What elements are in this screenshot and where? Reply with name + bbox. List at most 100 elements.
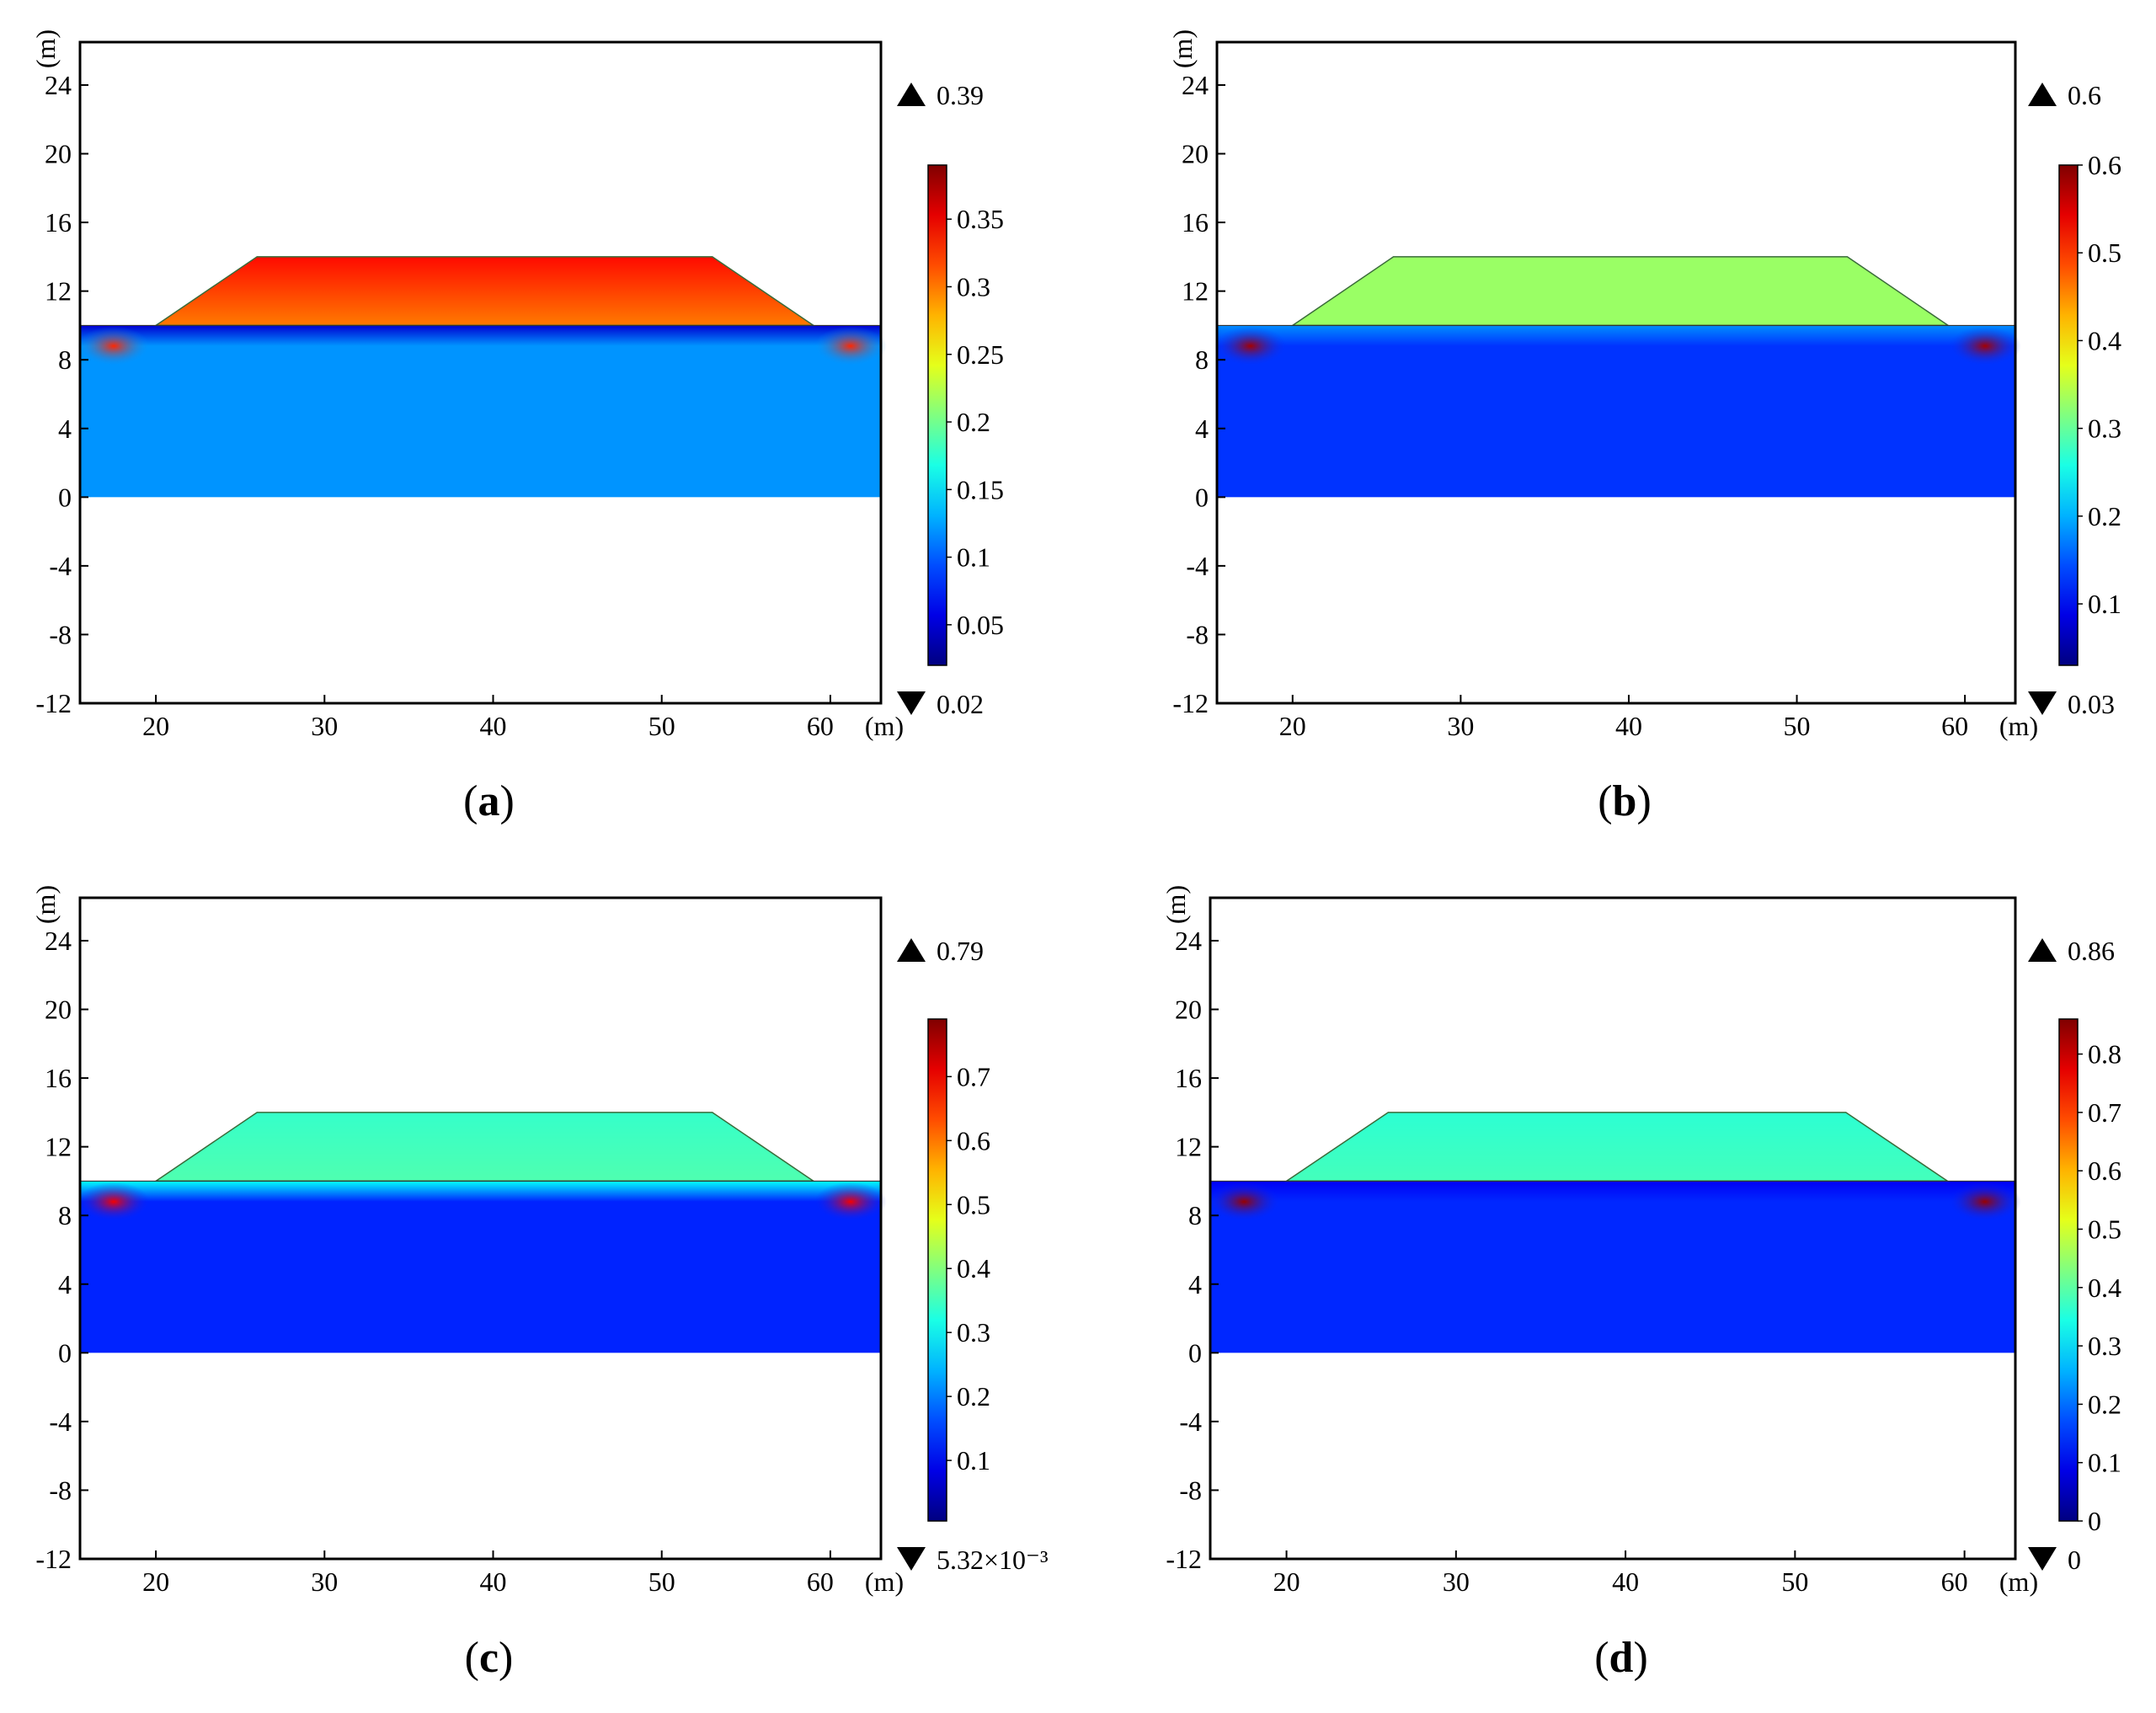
y-tick-label: 16: [1175, 1063, 1202, 1093]
min-marker-icon: [2028, 1547, 2057, 1571]
colorbar-tick-label: 0.4: [957, 1253, 990, 1283]
x-tick-label: 30: [311, 1566, 338, 1597]
caption-letter: b: [1613, 777, 1637, 825]
colorbar-tick-label: 0.1: [2088, 589, 2121, 619]
x-tick-label: 50: [1784, 711, 1811, 741]
y-tick-label: -12: [1166, 1544, 1202, 1574]
x-tick-label: 60: [807, 1566, 834, 1597]
colorbar-tick-label: 0.35: [957, 204, 1004, 234]
colorbar-tick-label: 0.2: [2088, 501, 2121, 531]
colorbar-tick-label: 0.5: [2088, 237, 2121, 268]
x-tick-label: 20: [1279, 711, 1306, 741]
y-tick-label: -8: [1186, 619, 1209, 649]
x-tick-label: 30: [311, 711, 338, 741]
caption-paren: (: [463, 777, 478, 825]
y-tick-label: -12: [35, 688, 72, 718]
x-unit-label: (m): [1999, 711, 2038, 741]
right-toe-hotspot: [1949, 326, 2021, 366]
y-tick-label: 16: [1182, 207, 1209, 237]
plot-frame: [1215, 40, 2017, 705]
caption-paren: (: [1594, 1634, 1609, 1682]
y-tick-label: 8: [58, 1200, 72, 1230]
max-marker-icon: [2028, 938, 2057, 962]
panel-caption: (b): [1598, 777, 1652, 825]
embankment-region: [153, 256, 816, 327]
x-tick-label: 50: [648, 711, 675, 741]
y-tick-label: -4: [1186, 551, 1209, 581]
max-value-label: 0.86: [2068, 936, 2115, 966]
colorbar-tick-label: 0.6: [2088, 1155, 2121, 1186]
max-marker-icon: [897, 83, 926, 106]
y-tick-label: -8: [49, 1475, 72, 1505]
x-tick-label: 20: [142, 711, 169, 741]
left-toe-hotspot: [1208, 1182, 1281, 1222]
y-tick-label: 20: [45, 995, 72, 1025]
y-tick-label: 16: [45, 1063, 72, 1093]
colorbar-tick-label: 0.3: [957, 271, 990, 302]
y-tick-label: 24: [45, 70, 72, 100]
plot-frame: [1209, 896, 2017, 1561]
y-tick-label: 24: [45, 926, 72, 956]
panel-caption: (d): [1594, 1634, 1648, 1682]
colorbar-tick-label: 0.1: [957, 542, 990, 573]
colorbar-tick-label: 0.3: [2088, 1331, 2121, 1361]
panel-caption: (a): [463, 777, 515, 825]
plot-frame: [78, 40, 883, 705]
y-tick-label: 24: [1175, 926, 1202, 956]
x-tick-label: 30: [1447, 711, 1474, 741]
x-tick-label: 50: [1781, 1566, 1808, 1597]
colorbar-tick-label: 0.15: [957, 474, 1004, 504]
x-tick-label: 40: [480, 1566, 507, 1597]
colorbar: [927, 1018, 947, 1522]
foundation-region: [1217, 325, 2015, 498]
y-tick-label: 4: [58, 414, 72, 444]
max-value-label: 0.6: [2068, 80, 2101, 110]
y-unit-label: (m): [1161, 885, 1191, 924]
y-tick-label: 0: [58, 1337, 72, 1368]
y-tick-label: 8: [58, 344, 72, 375]
y-tick-label: 12: [1182, 276, 1209, 307]
colorbar-tick-label: 0.05: [957, 610, 1004, 640]
y-tick-label: -12: [1172, 688, 1209, 718]
min-marker-icon: [2028, 691, 2057, 715]
y-tick-label: 16: [45, 207, 72, 237]
caption-paren: ): [499, 1634, 513, 1682]
y-tick-label: 12: [45, 1132, 72, 1162]
y-tick-label: 20: [45, 139, 72, 169]
x-tick-label: 40: [480, 711, 507, 741]
y-tick-label: 4: [1188, 1269, 1202, 1299]
y-tick-label: 20: [1182, 139, 1209, 169]
left-toe-hotspot: [1214, 326, 1287, 366]
colorbar-tick-label: 0.5: [957, 1189, 990, 1219]
y-tick-label: -12: [35, 1544, 72, 1574]
x-tick-label: 60: [1941, 711, 1968, 741]
y-tick-label: 0: [1188, 1337, 1202, 1368]
x-tick-label: 20: [142, 1566, 169, 1597]
y-tick-label: 0: [58, 482, 72, 512]
colorbar-tick-label: 0.6: [2088, 150, 2121, 180]
x-unit-label: (m): [1999, 1566, 2038, 1597]
caption-letter: a: [478, 777, 500, 825]
colorbar-tick-label: 0.3: [957, 1317, 990, 1347]
x-tick-label: 60: [807, 711, 834, 741]
max-value-label: 0.79: [937, 936, 984, 966]
y-tick-label: 12: [45, 276, 72, 307]
embankment-region: [1284, 1112, 1950, 1182]
colorbar-tick-label: 0.3: [2088, 414, 2121, 444]
right-toe-hotspot: [814, 326, 887, 366]
colorbar: [2058, 1018, 2079, 1522]
foundation-region: [80, 325, 881, 498]
y-tick-label: -4: [1179, 1406, 1202, 1437]
x-unit-label: (m): [865, 711, 904, 741]
y-tick-label: 12: [1175, 1132, 1202, 1162]
y-tick-label: 20: [1175, 995, 1202, 1025]
left-toe-hotspot: [77, 326, 150, 366]
max-value-label: 0.39: [937, 80, 984, 110]
y-tick-label: -8: [49, 619, 72, 649]
colorbar-tick-label: 0: [2088, 1506, 2101, 1536]
foundation-region: [80, 1181, 881, 1353]
y-tick-label: 0: [1195, 482, 1209, 512]
colorbar-tick-label: 0.6: [957, 1125, 990, 1155]
caption-paren: ): [1636, 777, 1651, 825]
